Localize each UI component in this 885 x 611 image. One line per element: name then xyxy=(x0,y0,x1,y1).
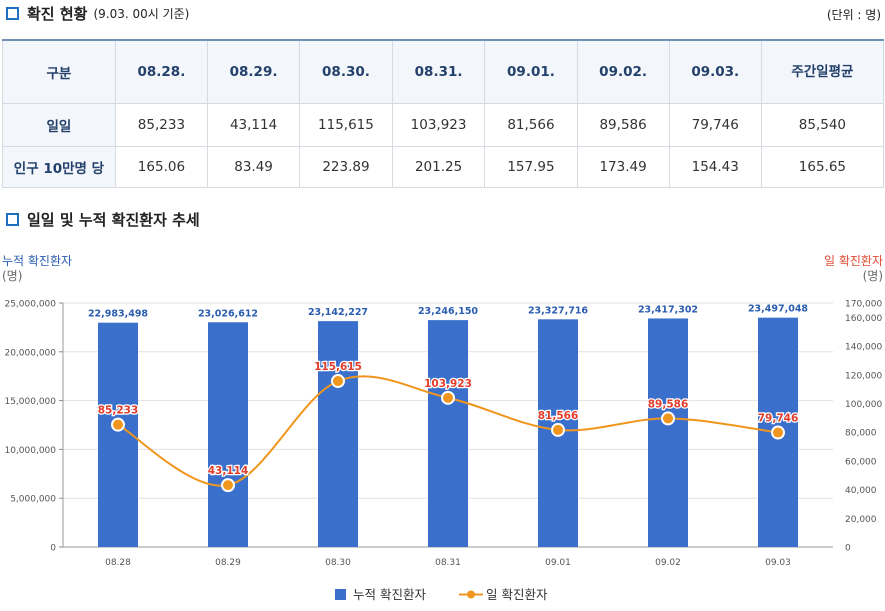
x-tick-label: 08.28 xyxy=(105,558,131,568)
bar xyxy=(208,322,248,547)
x-tick-label: 08.30 xyxy=(325,558,351,568)
section-title: 확진 현황 xyxy=(27,5,88,23)
col-header: 구분 xyxy=(2,39,116,104)
square-bullet-icon xyxy=(6,213,19,226)
line-value-label: 85,233 xyxy=(98,405,139,417)
left-tick-label: 0 xyxy=(50,544,56,554)
chart-section-title: 일일 및 누적 확진환자 추세 xyxy=(27,211,200,229)
legend-line-label: 일 확진환자 xyxy=(486,587,548,602)
left-tick-label: 20,000,000 xyxy=(4,348,56,358)
line-point xyxy=(221,478,235,493)
left-axis-title-line1: 누적 확진환자 xyxy=(2,254,73,268)
x-tick-label: 09.02 xyxy=(655,558,681,568)
line-point xyxy=(551,422,565,437)
line-value-label: 115,615 xyxy=(314,361,362,373)
right-tick-label: 160,000 xyxy=(845,314,882,324)
col-header: 08.30. xyxy=(299,39,393,104)
legend-line-marker xyxy=(467,590,475,599)
right-tick-label: 100,000 xyxy=(845,400,882,410)
col-header: 09.03. xyxy=(668,39,762,104)
row-header: 인구 10만명 당 xyxy=(2,146,116,188)
x-tick-label: 08.29 xyxy=(215,558,241,568)
right-tick-label: 0 xyxy=(845,544,851,554)
right-axis-title: 일 확진환자 (명) xyxy=(824,254,883,284)
left-axis-title: 누적 확진환자 (명) xyxy=(2,254,72,284)
right-tick-label: 140,000 xyxy=(845,343,882,353)
bar xyxy=(648,318,688,547)
col-header: 08.29. xyxy=(206,39,301,104)
table-cell: 103,923 xyxy=(391,103,486,147)
right-tick-label: 20,000 xyxy=(845,515,877,525)
col-header: 08.28. xyxy=(114,39,209,104)
table-cell: 201.25 xyxy=(391,146,486,188)
left-tick-label: 5,000,000 xyxy=(10,495,56,505)
x-tick-label: 09.03 xyxy=(765,558,791,568)
left-tick-label: 10,000,000 xyxy=(4,446,56,456)
right-tick-label: 170,000 xyxy=(845,300,882,310)
table-cell: 79,746 xyxy=(668,103,762,147)
col-header: 08.31. xyxy=(391,39,486,104)
table-cell: 223.89 xyxy=(299,146,393,188)
bar xyxy=(318,321,358,547)
right-tick-label: 80,000 xyxy=(845,429,877,439)
table-cell: 154.43 xyxy=(668,146,762,188)
table-header-row: 구분 08.28. 08.29. 08.30. 08.31. 09.01. 09… xyxy=(2,39,885,104)
legend-bar-swatch xyxy=(335,589,346,600)
line-point xyxy=(441,390,455,405)
left-tick-label: 15,000,000 xyxy=(4,397,56,407)
table-cell: 89,586 xyxy=(576,103,670,147)
table-cell: 165.65 xyxy=(760,146,885,188)
bar-value-label: 23,026,612 xyxy=(198,308,258,319)
table-row: 인구 10만명 당 165.06 83.49 223.89 201.25 157… xyxy=(2,146,885,188)
line-point xyxy=(111,417,125,432)
stats-table: 구분 08.28. 08.29. 08.30. 08.31. 09.01. 09… xyxy=(2,39,885,188)
bar-value-label: 23,497,048 xyxy=(748,304,808,315)
section-subtitle: (9.03. 00시 기준) xyxy=(93,7,190,21)
x-tick-label: 09.01 xyxy=(545,558,571,568)
unit-label: (단위 : 명) xyxy=(826,8,881,22)
line-value-label: 81,566 xyxy=(538,410,579,422)
table-row: 일일 85,233 43,114 115,615 103,923 81,566 … xyxy=(2,103,885,147)
bar-value-label: 23,327,716 xyxy=(528,305,588,316)
left-axis-unit: (명) xyxy=(2,269,23,283)
line-value-label: 43,114 xyxy=(208,465,249,477)
bar-value-label: 23,417,302 xyxy=(638,304,698,315)
right-axis-unit: (명) xyxy=(862,269,883,283)
table-cell: 83.49 xyxy=(206,146,301,188)
table-cell: 85,540 xyxy=(760,103,885,147)
table-cell: 81,566 xyxy=(484,103,578,147)
line-point xyxy=(771,425,785,440)
bar-value-label: 23,246,150 xyxy=(418,306,478,317)
right-axis-title-line1: 일 확진환자 xyxy=(823,254,883,268)
left-tick-label: 25,000,000 xyxy=(4,300,56,310)
line-value-label: 103,923 xyxy=(424,378,472,390)
line-point xyxy=(331,374,345,389)
chart-section-header: 일일 및 누적 확진환자 추세 xyxy=(0,209,200,230)
line-point xyxy=(661,411,675,426)
bar-value-label: 22,983,498 xyxy=(88,309,148,320)
row-header: 일일 xyxy=(2,103,116,147)
right-tick-label: 120,000 xyxy=(845,371,882,381)
table-cell: 43,114 xyxy=(206,103,301,147)
bar xyxy=(428,320,468,547)
line-value-label: 89,586 xyxy=(648,398,689,410)
table-cell: 165.06 xyxy=(114,146,209,188)
col-header: 주간일평균 xyxy=(760,39,885,104)
table-cell: 173.49 xyxy=(576,146,670,188)
line-value-label: 79,746 xyxy=(758,413,799,425)
col-header: 09.02. xyxy=(576,39,670,104)
status-section-header: 확진 현황 (9.03. 00시 기준) xyxy=(0,3,189,24)
table-cell: 157.95 xyxy=(484,146,578,188)
right-tick-label: 40,000 xyxy=(845,486,877,496)
legend-bar-label: 누적 확진환자 xyxy=(353,587,426,602)
right-tick-label: 60,000 xyxy=(845,457,877,467)
x-tick-label: 08.31 xyxy=(435,558,461,568)
col-header: 09.01. xyxy=(484,39,578,104)
square-bullet-icon xyxy=(6,7,19,20)
bar-value-label: 23,142,227 xyxy=(308,307,368,318)
